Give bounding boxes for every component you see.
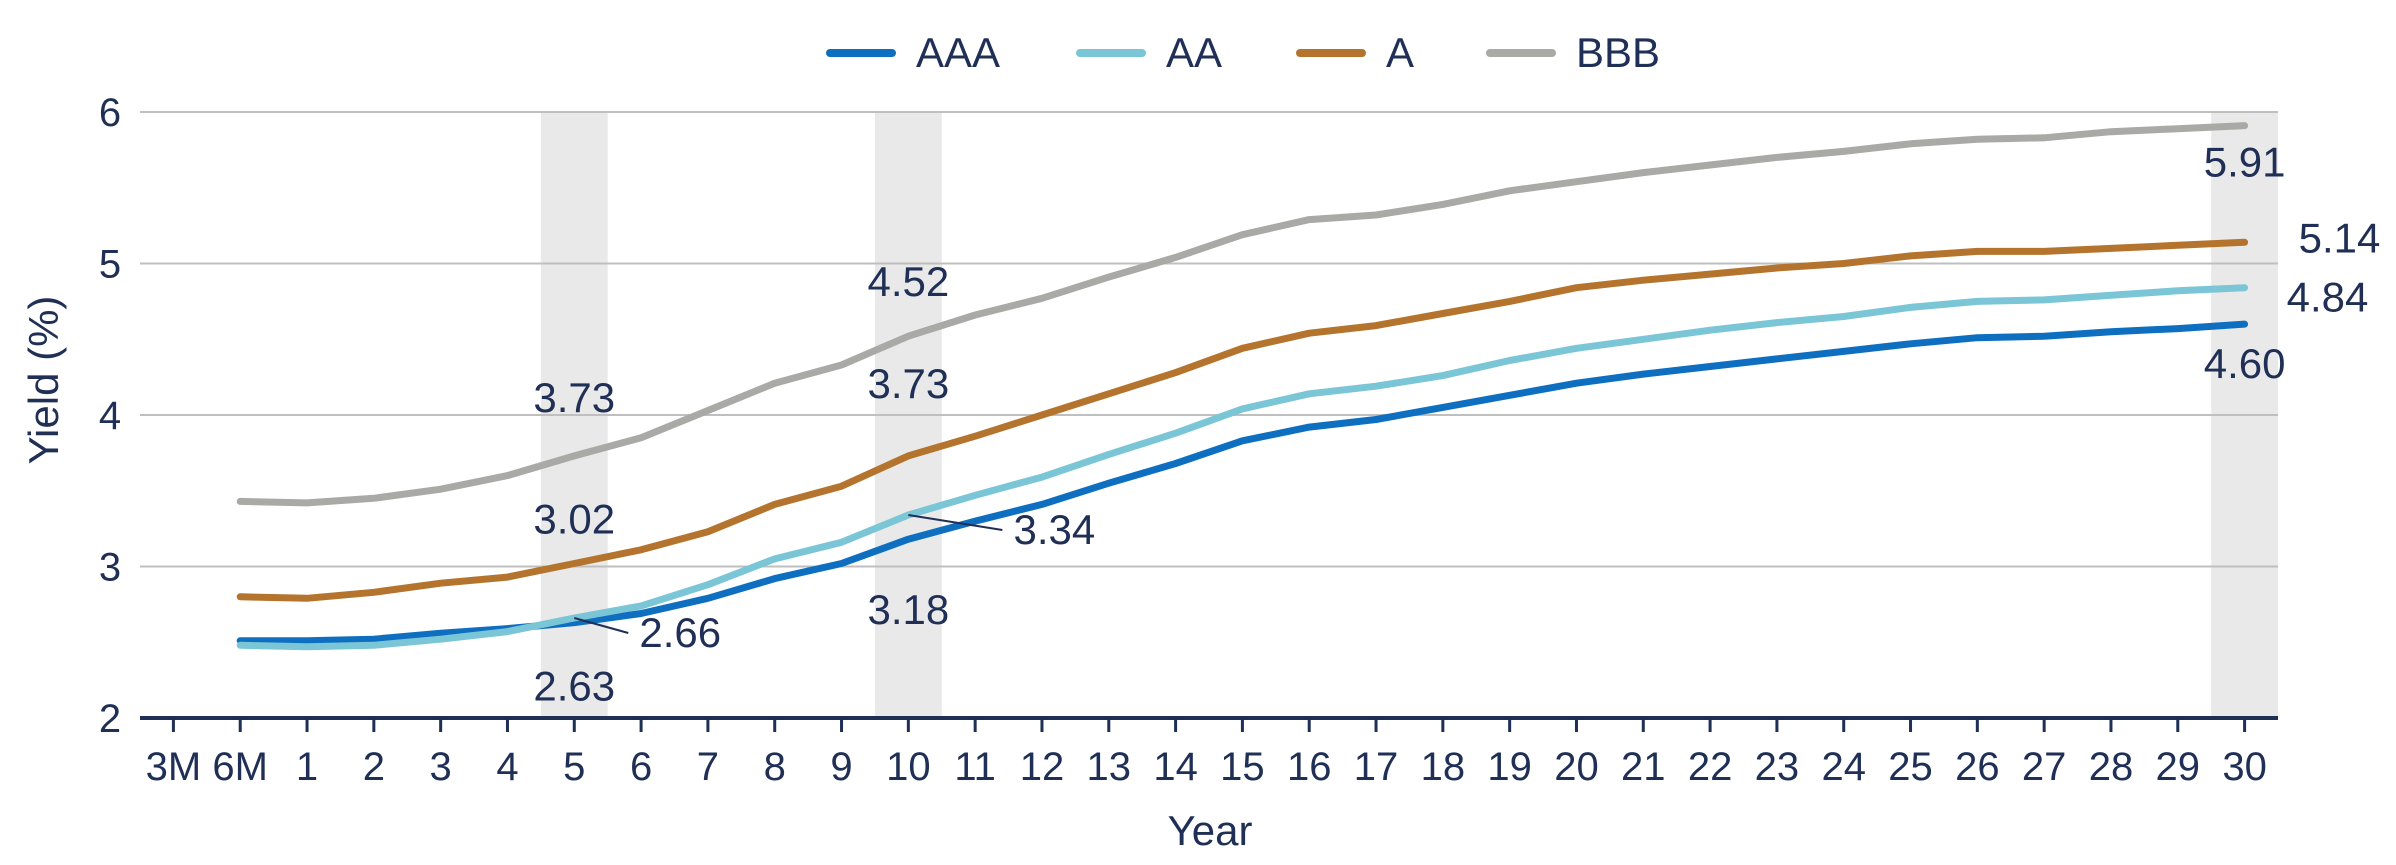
x-tick-label-27: 27	[2022, 745, 2067, 789]
data-label-aaa-10: 3.18	[867, 586, 949, 633]
legend-label-aa: AA	[1166, 29, 1222, 76]
x-tick-label-12: 12	[1020, 745, 1065, 789]
x-tick-label-21: 21	[1621, 745, 1666, 789]
x-tick-label-14: 14	[1153, 745, 1198, 789]
leader-line-aa-5	[574, 617, 629, 634]
x-tick-label-19: 19	[1487, 745, 1532, 789]
gridlines	[140, 111, 2278, 568]
y-tick-label-5: 5	[99, 243, 121, 287]
y-axis-title: Yield (%)	[20, 296, 67, 465]
data-label-aa-10: 3.34	[1013, 506, 1095, 553]
x-tick-label-15: 15	[1220, 745, 1265, 789]
x-tick-label-6: 6	[630, 745, 652, 789]
x-tick-label-3: 3	[430, 745, 452, 789]
data-label-aa-30: 4.84	[2287, 274, 2369, 321]
x-axis-title: Year	[1168, 807, 1253, 854]
x-tick-label-7: 7	[697, 745, 719, 789]
x-tick-label-1: 1	[296, 745, 318, 789]
x-tick-label-17: 17	[1354, 745, 1399, 789]
series-line-a	[236, 238, 2249, 602]
data-label-bbb-10: 4.52	[867, 258, 949, 305]
data-label-aa-5: 2.66	[639, 609, 721, 656]
data-label-aaa-30: 4.60	[2204, 340, 2286, 387]
x-tick-label-29: 29	[2156, 745, 2201, 789]
y-tick-label-2: 2	[99, 697, 121, 741]
x-tick-label-13: 13	[1087, 745, 1132, 789]
x-axis-ticks: 3M 6M 1 2 3 4 5 6 7 8 9 10 11 12 13 14 15 16 17 18 19 20 21 22 2…	[146, 718, 2267, 789]
x-tick-label-24: 24	[1821, 745, 1866, 789]
data-label-a-5: 3.02	[533, 495, 615, 542]
x-tick-label-16: 16	[1287, 745, 1332, 789]
legend-label-bbb: BBB	[1576, 29, 1660, 76]
x-tick-label-8: 8	[764, 745, 786, 789]
legend-label-aaa: AAA	[916, 29, 1000, 76]
x-tick-label-5: 5	[563, 745, 585, 789]
data-labels: 3.73 3.02 2.66 2.63 4.52 3.73 3.34 3.18 5.91 5.14…	[533, 139, 2380, 710]
x-tick-label-6M: 6M	[212, 745, 268, 789]
x-tick-label-25: 25	[1888, 745, 1933, 789]
series-line-bbb	[236, 122, 2249, 507]
x-tick-label-22: 22	[1688, 745, 1733, 789]
x-tick-label-2: 2	[363, 745, 385, 789]
data-label-a-30: 5.14	[2299, 214, 2381, 261]
x-tick-label-11: 11	[954, 745, 996, 789]
y-tick-label-4: 4	[99, 394, 121, 438]
x-tick-label-9: 9	[830, 745, 852, 789]
x-tick-label-20: 20	[1554, 745, 1599, 789]
legend: AAA AA A BBB	[826, 29, 1660, 76]
series-line-aaa	[236, 320, 2249, 645]
y-axis-ticks: 2 3 4 5 6	[99, 91, 121, 741]
y-tick-label-6: 6	[99, 91, 121, 135]
x-tick-label-18: 18	[1421, 745, 1466, 789]
x-tick-label-26: 26	[1955, 745, 2000, 789]
y-tick-label-3: 3	[99, 546, 121, 590]
leader-line-aa-10	[908, 514, 1003, 531]
x-tick-label-10: 10	[886, 745, 931, 789]
legend-label-a: A	[1386, 29, 1414, 76]
x-tick-label-4: 4	[496, 745, 518, 789]
data-label-bbb-30: 5.91	[2204, 139, 2286, 186]
data-label-bbb-5: 3.73	[533, 374, 615, 421]
x-tick-label-23: 23	[1755, 745, 1800, 789]
data-label-aaa-5: 2.63	[533, 663, 615, 710]
x-tick-label-28: 28	[2089, 745, 2134, 789]
x-tick-label-30: 30	[2222, 745, 2267, 789]
x-tick-label-3M: 3M	[146, 745, 202, 789]
data-label-a-10: 3.73	[867, 360, 949, 407]
